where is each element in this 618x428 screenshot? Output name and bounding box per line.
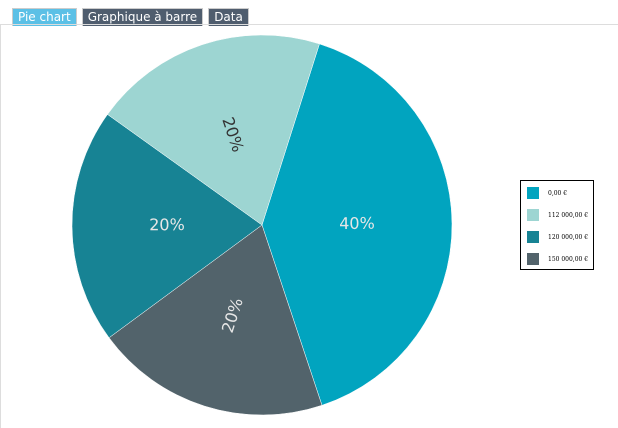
pie-slice[interactable]: [261, 43, 453, 406]
data-label: 20%: [149, 215, 185, 234]
legend-swatch: [527, 231, 539, 243]
legend-item: 0,00 €: [527, 187, 567, 199]
tab-bar-chart[interactable]: Graphique à barre: [81, 8, 204, 26]
legend-item: 150 000,00 €: [527, 253, 588, 265]
legend-swatch: [527, 209, 539, 221]
legend-swatch: [527, 187, 539, 199]
chart-panel: [0, 24, 618, 428]
pie-slice[interactable]: [108, 224, 323, 416]
legend-item: 120 000,00 €: [527, 231, 588, 243]
legend-label: 150 000,00 €: [548, 255, 589, 263]
legend: 0,00 € 112 000,00 € 120 000,00 € 150 000,00…: [520, 180, 594, 270]
legend-item: 112 000,00 €: [527, 209, 588, 221]
pie-slice[interactable]: [107, 34, 320, 226]
legend-label: 0,00 €: [548, 189, 568, 197]
data-label: 40%: [339, 214, 375, 233]
tab-bar: Pie chart Graphique à barre Data: [12, 8, 249, 26]
legend-label: 112 000,00 €: [548, 211, 589, 219]
legend-swatch: [527, 253, 539, 265]
tab-data[interactable]: Data: [208, 8, 249, 26]
pie-slice[interactable]: [71, 114, 263, 339]
legend-label: 120 000,00 €: [548, 233, 589, 241]
tab-pie-chart[interactable]: Pie chart: [12, 8, 77, 26]
